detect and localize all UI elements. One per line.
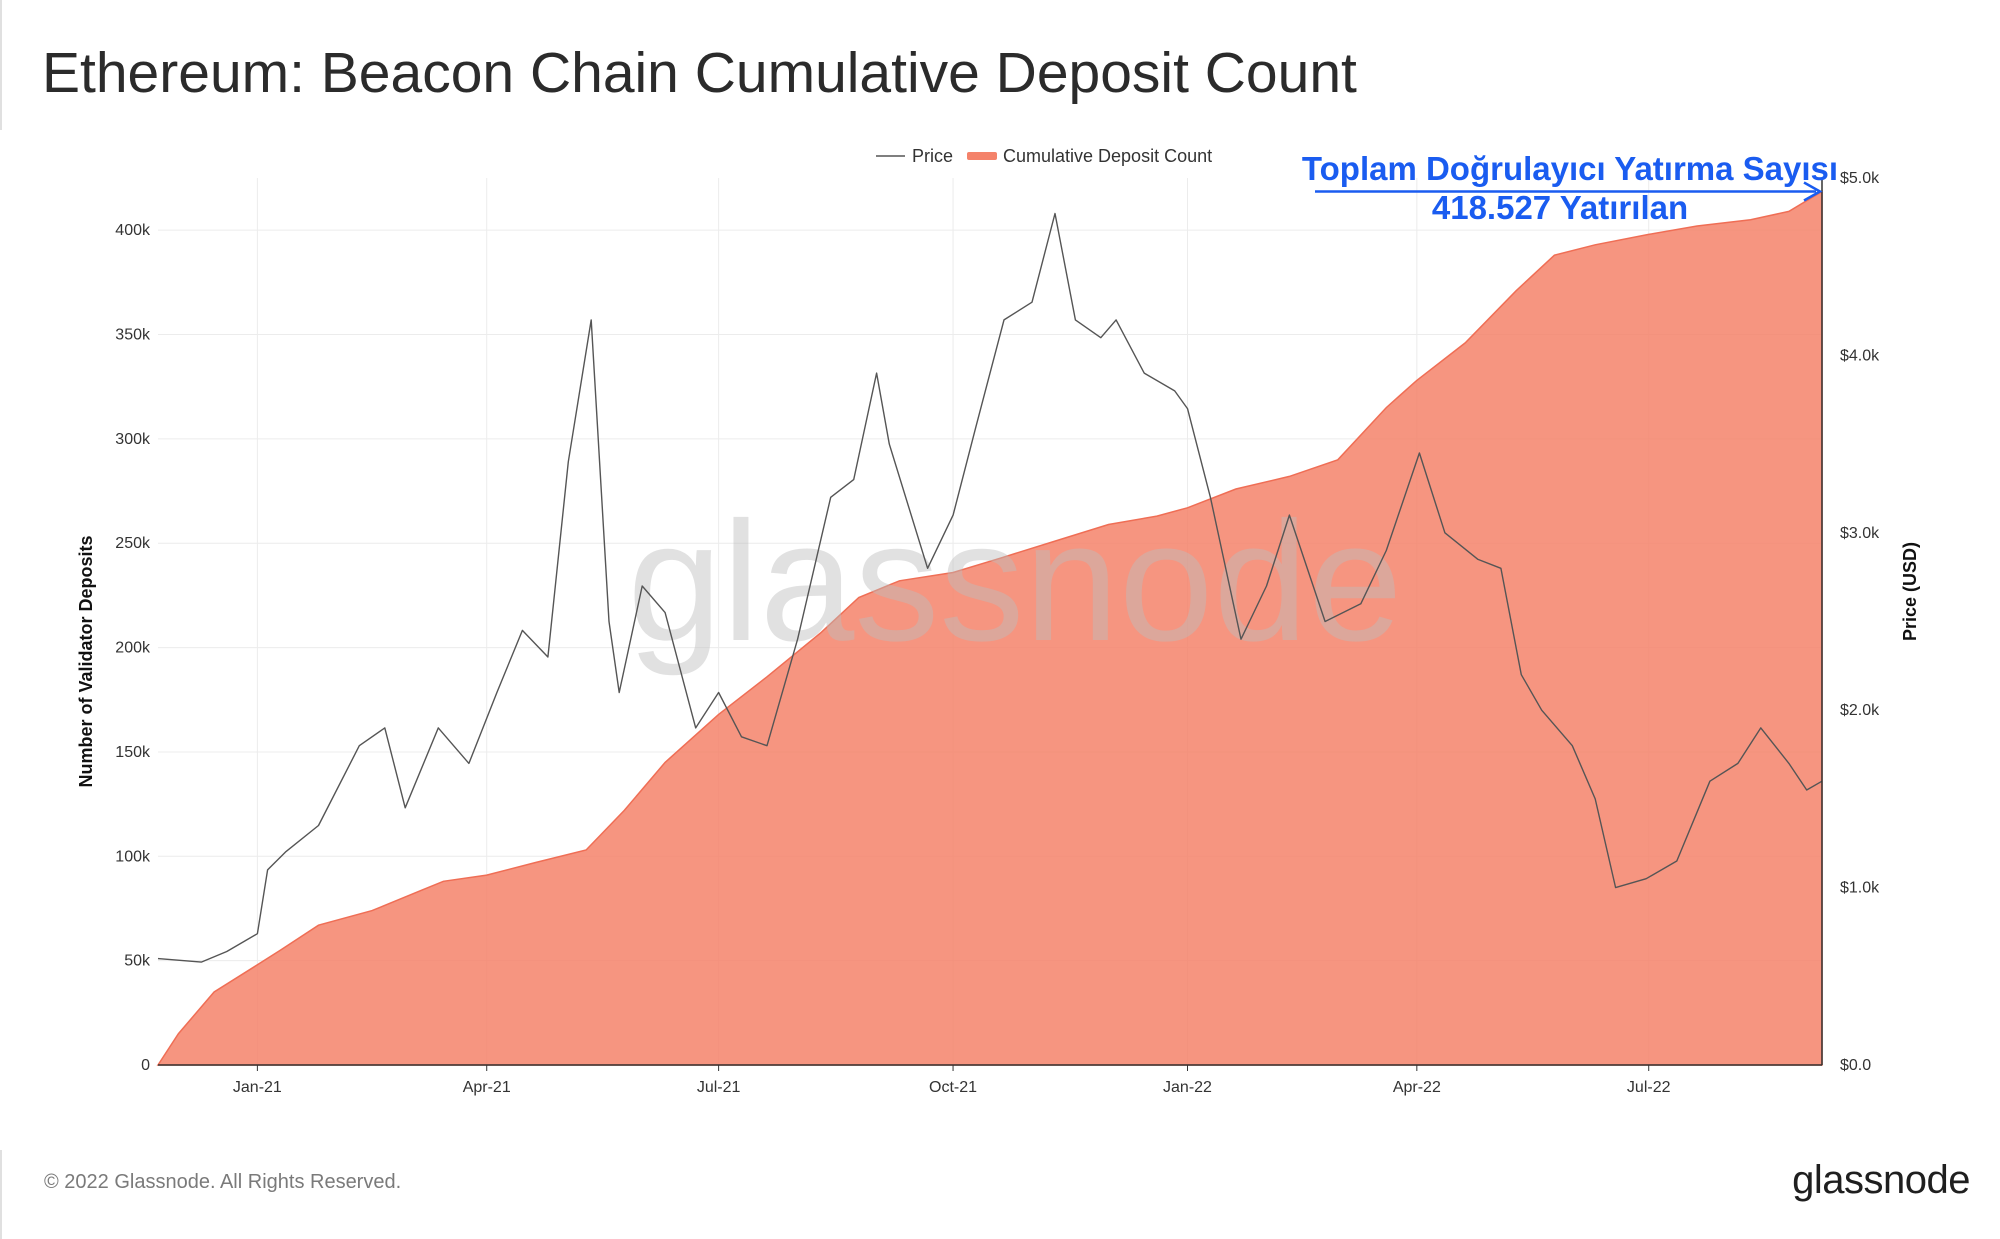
x-tick-label: Jul-22 <box>1627 1079 1671 1096</box>
y-left-tick-label: 400k <box>115 222 151 239</box>
annotation-line-2: 418.527 Yatırılan <box>1432 189 1688 226</box>
y-right-tick-label: $3.0k <box>1840 525 1880 542</box>
y-right-tick-label: $1.0k <box>1840 880 1880 897</box>
deposit-area <box>156 190 1823 1066</box>
legend: Price Cumulative Deposit Count <box>876 146 1212 166</box>
y-right-tick-label: $0.0 <box>1840 1057 1871 1074</box>
x-tick-label: Apr-22 <box>1393 1079 1441 1096</box>
y-right-tick-label: $5.0k <box>1840 170 1880 187</box>
x-tick-label: Oct-21 <box>929 1079 977 1096</box>
y-left-tick-label: 0 <box>141 1057 150 1074</box>
y-right-tick-label: $2.0k <box>1840 702 1880 719</box>
y-right-tick-label: $4.0k <box>1840 347 1880 364</box>
annotation-line-1: Toplam Doğrulayıcı Yatırma Sayısı <box>1302 150 1838 187</box>
watermark: glassnode <box>627 487 1402 677</box>
x-tick-label: Apr-21 <box>463 1079 511 1096</box>
price-line <box>157 212 1823 963</box>
y-left-axis-title: Number of Validator Deposits <box>76 535 96 787</box>
chart-title: Ethereum: Beacon Chain Cumulative Deposi… <box>42 41 1357 105</box>
deposit-area-layer <box>156 190 1823 1066</box>
copyright-text: © 2022 Glassnode. All Rights Reserved. <box>44 1171 402 1193</box>
y-left-tick-label: 200k <box>115 640 151 657</box>
annotation: Toplam Doğrulayıcı Yatırma Sayısı418.527… <box>1302 150 1838 226</box>
y-left-tick-label: 250k <box>115 535 151 552</box>
y-left-tick-label: 50k <box>124 953 151 970</box>
y-left-tick-label: 350k <box>115 327 151 344</box>
y-left-tick-label: 150k <box>115 744 151 761</box>
left-accent-bar <box>0 0 2 130</box>
axes: 0 50k 100k 150k 200k 250k 300k 350k 400k $0.0 $1.0… <box>76 170 1920 1096</box>
y-right-axis-title: Price (USD) <box>1900 542 1920 641</box>
x-tick-label: Jan-21 <box>233 1079 282 1096</box>
x-tick-label: Jul-21 <box>697 1079 741 1096</box>
left-accent-bar-bottom <box>0 1150 2 1239</box>
legend-deposit-swatch <box>967 152 997 160</box>
y-left-tick-label: 300k <box>115 431 151 448</box>
annotation-arrow-head <box>1803 181 1823 202</box>
brand-logo-text: glassnode <box>1792 1158 1970 1202</box>
x-tick-label: Jan-22 <box>1163 1079 1212 1096</box>
y-left-tick-label: 100k <box>115 848 151 865</box>
legend-price-label: Price <box>912 146 953 166</box>
legend-deposit-label: Cumulative Deposit Count <box>1003 146 1212 166</box>
